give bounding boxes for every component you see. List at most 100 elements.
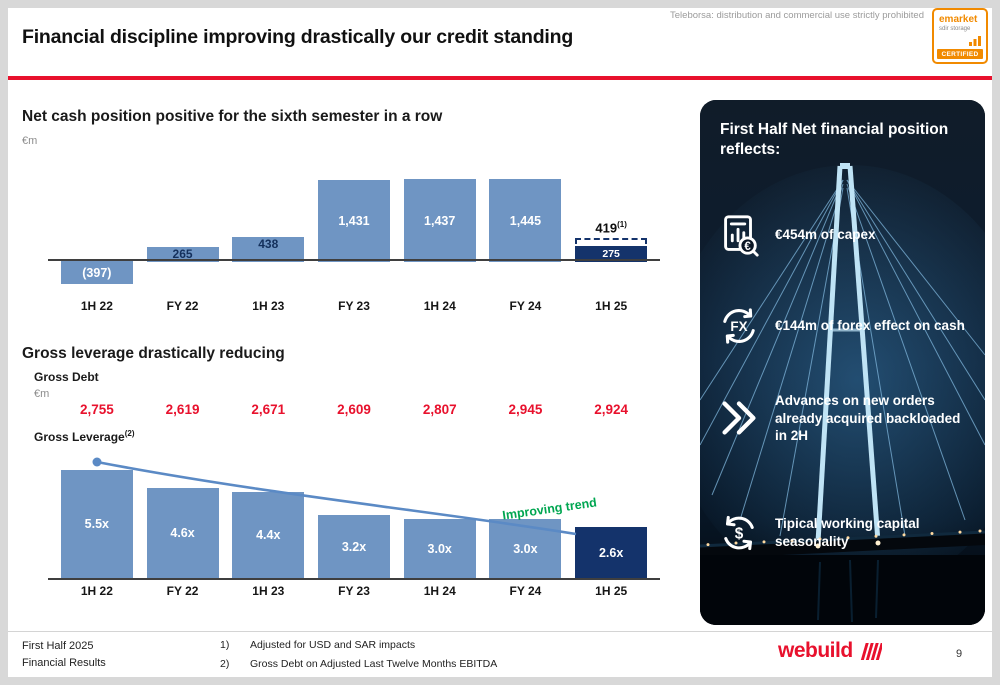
net-cash-column: (397) xyxy=(54,151,140,326)
net-cash-bar: 275 xyxy=(575,246,648,262)
net-cash-column: 265 xyxy=(140,151,226,326)
panel-item: $ Tipical working capital seasonality xyxy=(716,510,973,556)
net-cash-column: 275 419(1) xyxy=(568,151,654,326)
net-cash-axis-labels: 1H 22 FY 22 1H 23 FY 23 1H 24 FY 24 1H 25 xyxy=(54,299,654,313)
capex-document-icon: € xyxy=(716,212,762,258)
leverage-bar: 3.0x xyxy=(403,519,476,578)
badge-certified-band: CERTIFIED xyxy=(937,49,983,59)
svg-text:$: $ xyxy=(735,525,744,542)
leverage-bar: 4.4x xyxy=(232,492,305,578)
axis-label: 1H 22 xyxy=(80,584,113,598)
net-cash-unit-label: €m xyxy=(22,135,38,147)
footnote: 1) Adjusted for USD and SAR impacts xyxy=(220,639,497,651)
footnote-number: 2) xyxy=(220,658,230,670)
gross-leverage-axis-labels: 1H 22 FY 22 1H 23 FY 23 1H 24 FY 24 1H 25 xyxy=(54,584,654,598)
leverage-bar: 3.0x xyxy=(489,519,562,578)
footnote-number: 1) xyxy=(220,639,230,651)
highlights-panel: First Half Net financial position reflec… xyxy=(700,100,985,625)
bar-value-label: 2.6x xyxy=(598,545,624,560)
net-cash-column: 1,437 xyxy=(397,151,483,326)
footnote-text: Gross Debt on Adjusted Last Twelve Month… xyxy=(250,658,498,670)
net-cash-section-title: Net cash position positive for the sixth… xyxy=(22,108,443,125)
disclaimer-text: Teleborsa: distribution and commercial u… xyxy=(670,10,924,21)
bridge-night-photo xyxy=(700,100,985,625)
emarket-certified-badge: emarket sdir storage CERTIFIED xyxy=(932,8,988,64)
panel-title: First Half Net financial position reflec… xyxy=(720,121,949,158)
leverage-bar: 2.6x xyxy=(575,527,648,578)
axis-label: FY 23 xyxy=(338,584,370,598)
bar-value-label: 265 xyxy=(172,247,193,261)
net-cash-chart: (397) 265 438 1,431 1,437 1,445 275 419(1) 1H 2… xyxy=(48,151,660,326)
net-cash-column: 438 xyxy=(225,151,311,326)
axis-label: 1H 23 xyxy=(252,584,285,598)
axis-label: 1H 22 xyxy=(80,299,113,313)
footnotes: 1) Adjusted for USD and SAR impacts 2) Gros… xyxy=(220,639,497,677)
footer-deck-title-line2: Financial Results xyxy=(22,656,106,669)
bar-value-label: (397) xyxy=(82,265,112,280)
gross-debt-value: 2,807 xyxy=(422,402,457,417)
axis-label: FY 23 xyxy=(338,299,370,313)
net-cash-x-axis-line xyxy=(48,259,660,261)
net-cash-bar: 1,445 xyxy=(489,179,562,262)
panel-item: Advances on new orders already acquired … xyxy=(716,392,973,445)
gross-leverage-label: Gross Leverage(2) xyxy=(34,429,135,444)
net-cash-bar xyxy=(232,237,305,262)
gross-leverage-section-title: Gross leverage drastically reducing xyxy=(22,345,285,362)
badge-chart-icon xyxy=(969,36,981,46)
axis-label: 1H 23 xyxy=(252,299,285,313)
badge-subtitle: sdir storage xyxy=(939,25,971,32)
gross-leverage-footnote-ref: (2) xyxy=(124,429,135,438)
panel-item: € €454m of capex xyxy=(716,212,973,258)
gross-debt-unit-label: €m xyxy=(34,388,50,400)
leverage-bar: 3.2x xyxy=(317,515,390,578)
net-cash-bar: 1,431 xyxy=(317,180,390,262)
panel-item-text: Advances on new orders already acquired … xyxy=(775,393,961,444)
slide-title: Financial discipline improving drastical… xyxy=(22,26,574,48)
page-number: 9 xyxy=(956,648,963,660)
leverage-column: 3.0x xyxy=(483,450,569,610)
leverage-bar: 4.6x xyxy=(146,488,219,578)
net-cash-bar xyxy=(146,247,219,262)
net-cash-column: 1,431 xyxy=(311,151,397,326)
gross-debt-value: 2,924 xyxy=(594,402,629,417)
bar-value-label: 275 xyxy=(602,248,620,260)
axis-label: 1H 24 xyxy=(423,299,456,313)
gross-debt-value: 2,755 xyxy=(79,402,114,417)
net-cash-column: 1,445 xyxy=(483,151,569,326)
footer-deck-title-line1: First Half 2025 xyxy=(22,640,94,652)
webuild-logo: webuild xyxy=(778,639,882,663)
gross-debt-label: Gross Debt xyxy=(34,370,99,384)
bar-value-label: 1,437 xyxy=(424,213,456,228)
bar-value-label: 1,445 xyxy=(509,213,542,228)
leverage-bar: 5.5x xyxy=(60,470,133,578)
leverage-column: 4.4x xyxy=(225,450,311,610)
panel-item-text: Tipical working capital seasonality xyxy=(775,516,920,549)
adjusted-footnote-ref: (1) xyxy=(617,219,627,229)
footer-deck-title: First Half 2025 Financial Results xyxy=(22,638,106,671)
panel-item-text: €454m of capex xyxy=(775,227,876,243)
gross-leverage-chart: 5.5x 4.6x 4.4x 3.2x 3.0x 3.0x 2.6x Improving t… xyxy=(48,450,660,610)
axis-label: FY 22 xyxy=(166,584,199,598)
gross-debt-value: 2,609 xyxy=(337,402,371,417)
axis-label: FY 24 xyxy=(509,299,542,313)
bar-value-label: 438 xyxy=(258,237,279,251)
leverage-column: 4.6x xyxy=(140,450,226,610)
net-cash-bar: (397) xyxy=(60,261,133,284)
axis-label: 1H 25 xyxy=(595,584,628,598)
net-cash-bar: 1,437 xyxy=(403,179,476,262)
bar-value-label: 4.4x xyxy=(256,528,281,542)
svg-text:FX: FX xyxy=(730,319,747,334)
slide: Financial discipline improving drastical… xyxy=(8,8,992,677)
footnote-text: Adjusted for USD and SAR impacts xyxy=(250,639,416,651)
axis-label: FY 22 xyxy=(166,299,199,313)
gross-debt-value: 2,945 xyxy=(508,402,543,417)
svg-text:€: € xyxy=(744,241,751,253)
bar-value-label: 3.2x xyxy=(341,539,367,554)
footnote: 2) Gross Debt on Adjusted Last Twelve Mon… xyxy=(220,658,497,670)
leverage-column: 3.0x xyxy=(397,450,483,610)
adjusted-value-label: 419(1) xyxy=(595,219,627,235)
axis-label: FY 24 xyxy=(509,584,542,598)
fx-exchange-icon: FX xyxy=(716,303,762,349)
panel-item: FX €144m of forex effect on cash xyxy=(716,303,973,349)
gross-debt-value: 2,619 xyxy=(165,402,200,417)
